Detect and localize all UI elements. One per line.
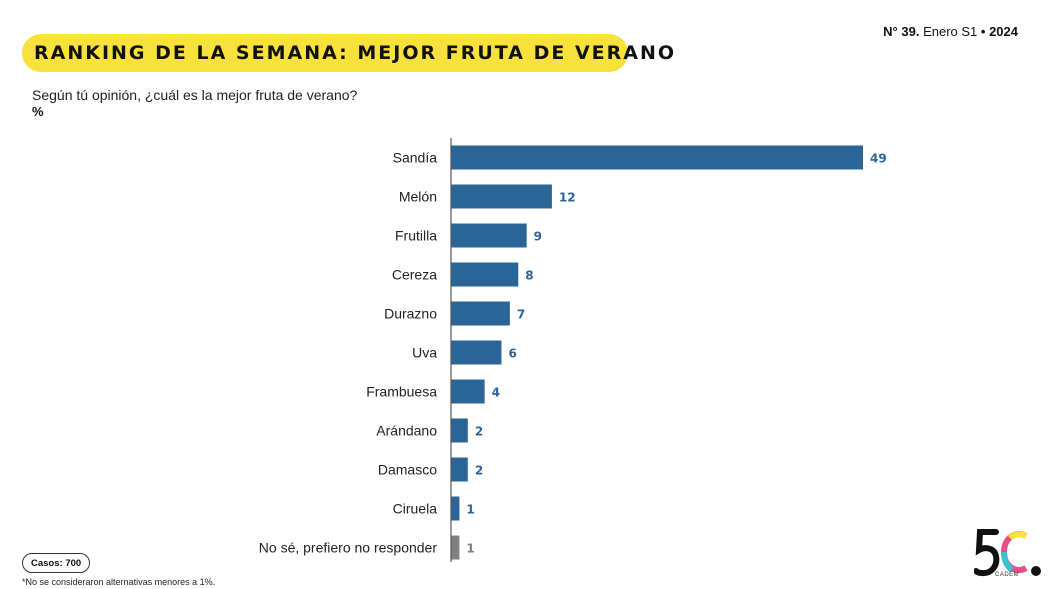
category-label: Arándano (376, 423, 437, 439)
bar-3 (451, 262, 519, 287)
category-label: Damasco (378, 462, 437, 478)
category-label: Durazno (384, 306, 437, 322)
value-label: 1 (466, 503, 474, 517)
bar-10 (451, 535, 460, 560)
category-label: Sandía (393, 150, 438, 166)
value-label: 12 (559, 191, 576, 205)
value-label: 9 (534, 230, 542, 244)
category-label: Cereza (392, 267, 437, 283)
bar-5 (451, 340, 502, 365)
issue-info: N° 39. Enero S1 • 2024 (883, 24, 1018, 39)
bar-4 (451, 301, 510, 326)
category-label: No sé, prefiero no responder (259, 540, 438, 556)
issue-period: Enero S1 (919, 24, 981, 39)
bar-8 (451, 457, 468, 482)
category-label: Ciruela (393, 501, 438, 517)
bar-6 (451, 379, 485, 404)
title-banner: RANKING DE LA SEMANA: MEJOR FRUTA DE VER… (22, 34, 674, 72)
footnote: *No se consideraron alternativas menores… (22, 577, 216, 587)
bar-7 (451, 418, 468, 443)
category-label: Uva (412, 345, 437, 361)
value-label: 1 (466, 542, 474, 556)
issue-year: 2024 (985, 24, 1018, 39)
issue-number: 39. (901, 24, 920, 39)
value-label: 7 (517, 308, 525, 322)
bar-2 (451, 223, 527, 248)
value-label: 2 (475, 425, 483, 439)
bar-9 (451, 496, 460, 521)
bar-1 (451, 184, 552, 209)
cadem-logo (974, 529, 1041, 577)
value-label: 2 (475, 464, 483, 478)
value-label: 6 (508, 347, 516, 361)
value-label: 4 (492, 386, 500, 400)
value-label: 8 (525, 269, 533, 283)
category-label: Frutilla (395, 228, 437, 244)
unit-label: % (32, 104, 44, 119)
value-label: 49 (870, 152, 887, 166)
issue-separator: • (980, 24, 986, 39)
logo-subtitle: CADEM (995, 572, 1020, 578)
category-label: Melón (399, 189, 437, 205)
cases-badge: Casos: 700 (22, 553, 91, 573)
issue-prefix: N° (883, 24, 902, 39)
bar-0 (451, 145, 863, 170)
page-title: RANKING DE LA SEMANA: MEJOR FRUTA DE VER… (34, 42, 677, 64)
category-label: Frambuesa (366, 384, 437, 400)
survey-question: Según tú opinión, ¿cuál es la mejor frut… (32, 87, 358, 103)
